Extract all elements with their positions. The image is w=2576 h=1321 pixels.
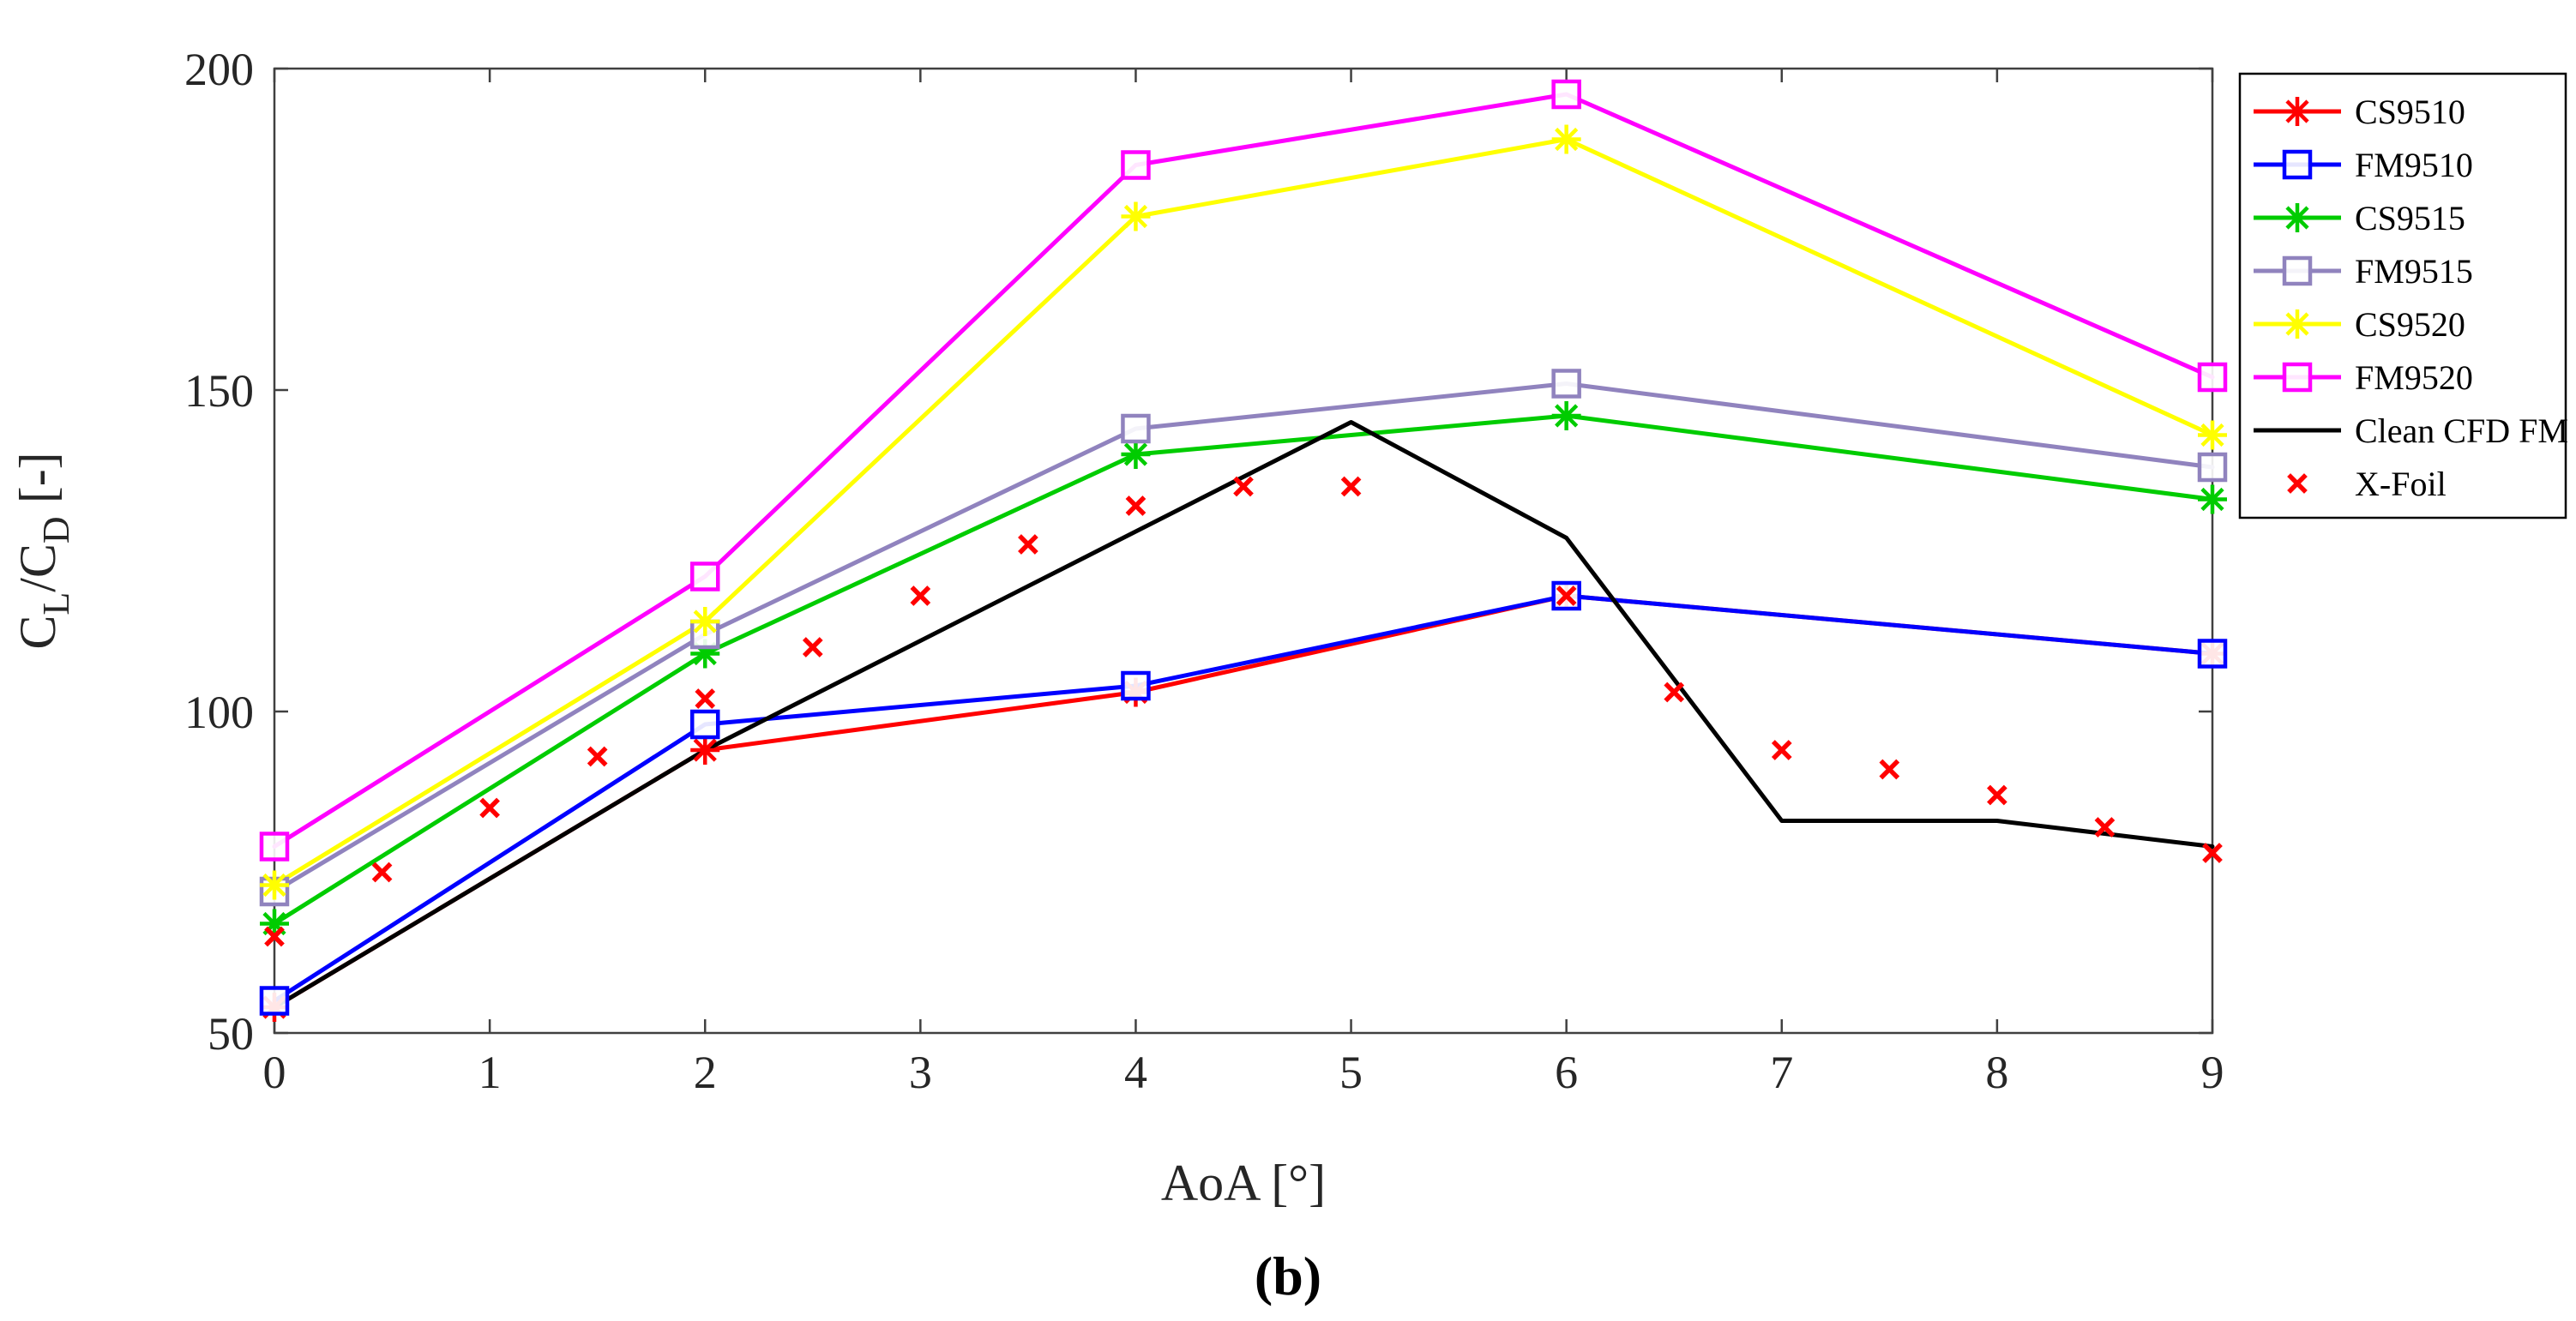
series-markers-x-foil [264,476,2223,947]
figure-caption: (b) [1254,1246,1322,1306]
asterisk-marker [2198,420,2227,450]
y-tick-label: 50 [208,1008,254,1060]
x-marker [2094,817,2116,838]
square-marker [2282,149,2313,180]
asterisk-marker [1551,401,1581,430]
asterisk-marker [2283,309,2312,339]
legend-item-x-foil: X-Foil [2287,465,2447,503]
square-marker [689,561,720,591]
x-tick-label: 2 [694,1047,717,1098]
square-marker [689,709,720,740]
y-tick-label: 100 [184,687,254,738]
square-marker [259,832,290,862]
x-marker [1233,476,1254,497]
x-marker [587,746,608,767]
legend-item-clean-cfd-fm: Clean CFD FM [2254,411,2568,450]
legend-label: CS9520 [2355,305,2465,344]
square-marker [1121,150,1151,180]
x-marker [1987,784,2007,806]
legend-item-cs9520: CS9520 [2254,305,2465,344]
square-marker [259,986,290,1016]
x-tick-label: 7 [1770,1047,1793,1098]
x-marker [479,797,500,819]
legend-label: FM9520 [2355,358,2473,397]
square-marker [2282,362,2313,393]
asterisk-marker [690,607,720,636]
x-tick-label: 1 [478,1047,502,1098]
square-marker [1551,369,1581,399]
x-marker [802,637,823,657]
asterisk-marker [1121,440,1151,469]
x-marker [1125,495,1147,516]
legend-label: CS9515 [2355,199,2465,237]
x-tick-label: 3 [909,1047,932,1098]
series-markers-fm9520 [259,79,2228,862]
asterisk-marker [2283,97,2312,126]
square-marker [2282,255,2313,286]
square-marker [1551,79,1581,110]
legend-label: CS9510 [2355,93,2465,131]
x-marker [1556,585,1577,606]
x-marker [695,688,716,709]
x-marker [1664,682,1685,703]
x-tick-label: 5 [1339,1047,1363,1098]
plot-border [273,67,2214,1035]
asterisk-marker [2198,484,2227,514]
legend-item-cs9510: CS9510 [2254,93,2465,131]
series-markers-cs9515 [260,401,2227,939]
legend-label: X-Foil [2355,465,2447,503]
x-marker [264,926,285,947]
series-markers-cs9520 [260,124,2227,900]
x-marker [371,862,393,883]
y-tick-label: 200 [184,44,254,95]
x-marker [1879,759,1900,780]
asterisk-marker [1551,124,1581,154]
x-tick-label: 0 [263,1047,286,1098]
asterisk-marker [260,870,289,900]
square-marker [1121,670,1151,701]
x-axis-label: AoA [°] [1161,1155,1326,1211]
asterisk-marker [2283,203,2312,232]
x-tick-label: 6 [1555,1047,1578,1098]
square-marker [2197,452,2228,483]
legend-item-fm9515: FM9515 [2254,252,2473,291]
x-tick-label: 9 [2201,1047,2224,1098]
square-marker [2197,362,2228,393]
square-marker [1121,413,1151,444]
legend-box [2238,72,2567,519]
legend-item-fm9510: FM9510 [2254,146,2473,184]
legend-item-cs9515: CS9515 [2254,199,2465,237]
legend-label: FM9515 [2355,252,2473,291]
legend-label: FM9510 [2355,146,2473,184]
asterisk-marker [1121,201,1151,231]
x-marker [1771,740,1792,760]
legend-item-fm9520: FM9520 [2254,358,2473,397]
x-tick-label: 4 [1124,1047,1147,1098]
x-marker [910,585,931,606]
x-marker [2202,843,2223,863]
square-marker [1551,580,1581,611]
x-tick-label: 8 [1985,1047,2008,1098]
series-markers-fm9510 [259,580,2228,1016]
legend-label: Clean CFD FM [2355,411,2568,450]
asterisk-marker [690,736,720,765]
square-marker [2197,639,2228,669]
x-marker [2287,473,2308,494]
y-axis-label: CL/CD [-] [9,452,77,649]
x-marker [1018,534,1038,555]
x-marker [1340,476,1362,497]
y-tick-label: 150 [184,365,254,417]
